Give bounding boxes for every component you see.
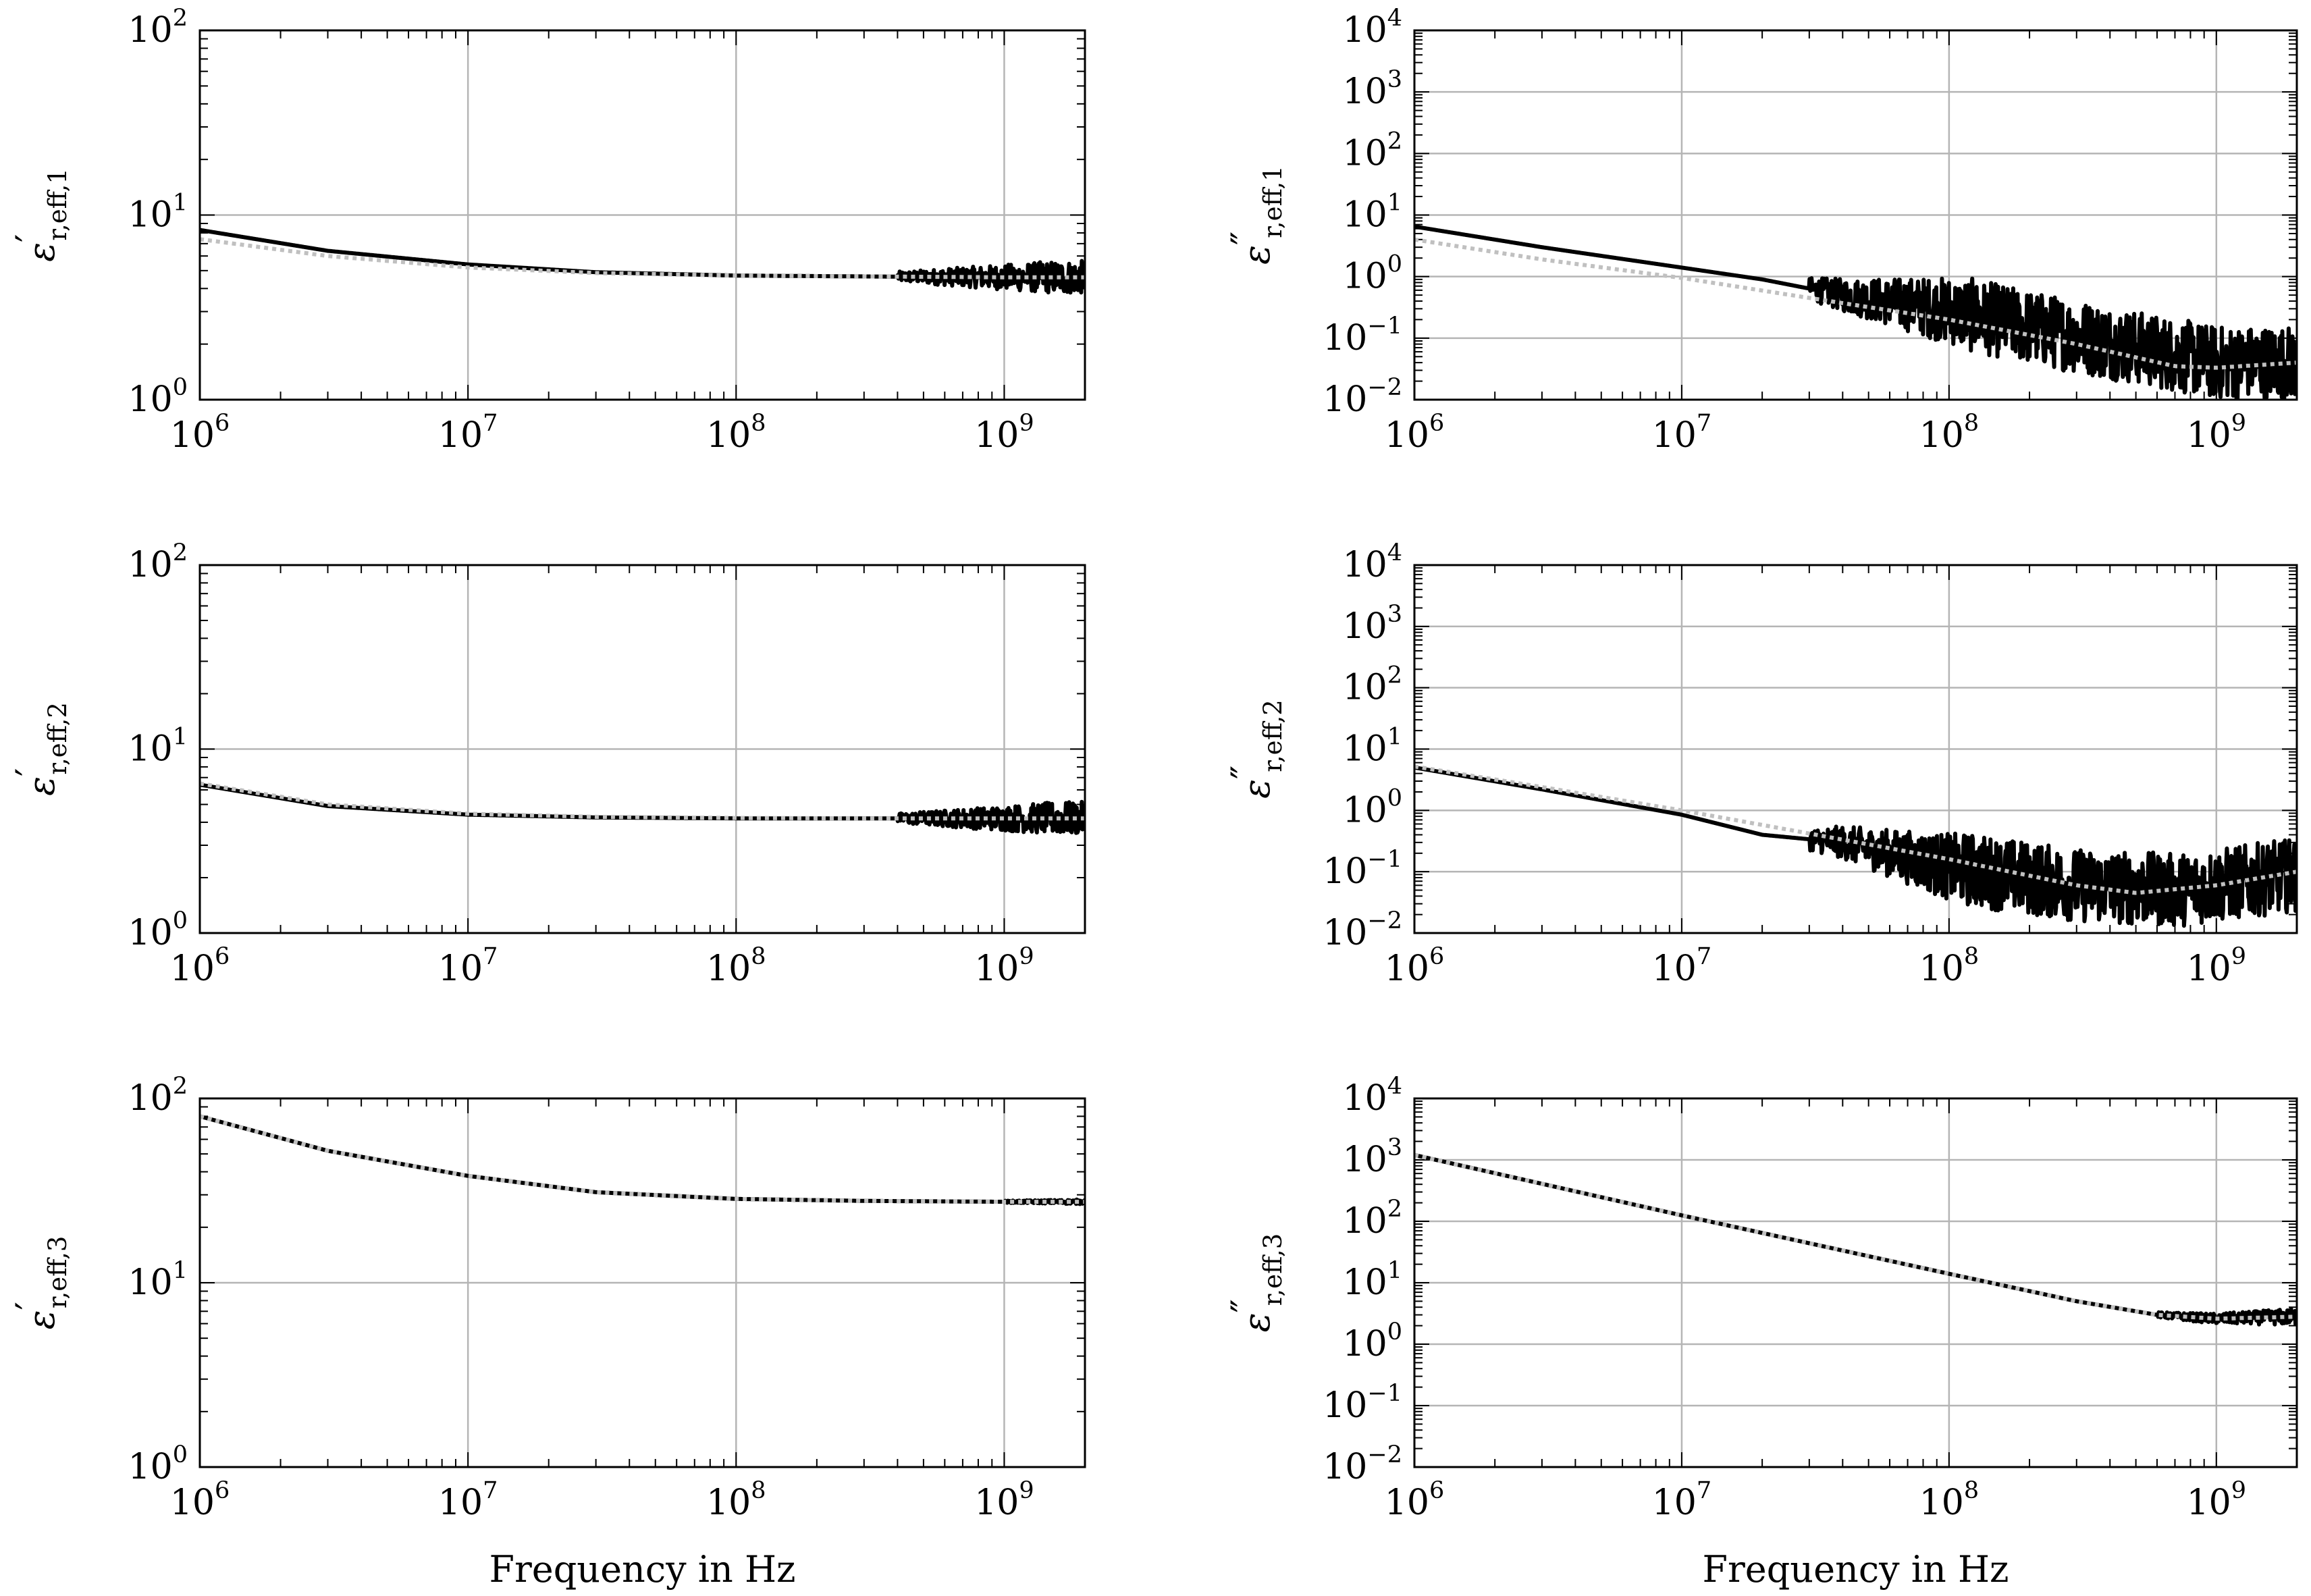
- x-tick-label: 108: [706, 1477, 766, 1523]
- fit-series-line: [1414, 1152, 2297, 1321]
- y-axis-label: ε′r,eff,1: [8, 168, 72, 262]
- chart-panel-re2: 106 107 108 109 100 101 102 ε′r,eff,2: [8, 539, 1086, 989]
- fit-series-line: [200, 1114, 1085, 1204]
- axes-frame: [198, 1097, 1086, 1468]
- y-axis-label: ε′r,eff,3: [8, 1236, 72, 1330]
- measured-series-line: [1414, 224, 2297, 400]
- x-tick-label: 109: [2187, 410, 2246, 456]
- y-tick-label: 100: [128, 1441, 188, 1487]
- x-tick-label: 106: [170, 410, 230, 456]
- y-tick-label: 101: [1343, 1257, 1402, 1303]
- measured-series-line: [1414, 1152, 2297, 1327]
- y-tick-label: 102: [1343, 662, 1402, 708]
- y-tick-label: 101: [1343, 190, 1402, 236]
- x-tick-label: 109: [2187, 1477, 2246, 1523]
- y-tick-label: 10−2: [1323, 1441, 1402, 1487]
- y-tick-label: 104: [1343, 539, 1402, 585]
- y-tick-label: 10−1: [1323, 1380, 1402, 1426]
- x-tick-label: 109: [974, 1477, 1034, 1523]
- chart-panel-im1: 106 107 108 109 10−2 10−1 100 101 102 103 104 ε″r,e…: [1223, 5, 2298, 456]
- y-tick-label: 104: [1343, 1073, 1402, 1119]
- y-axis-label: ε″r,eff,2: [1223, 699, 1287, 799]
- y-tick-label: 102: [1343, 128, 1402, 174]
- y-tick-label: 101: [128, 724, 188, 770]
- x-tick-label: 107: [1652, 943, 1711, 989]
- x-tick-label: 106: [1385, 1477, 1444, 1523]
- y-axis-label: ε′r,eff,2: [8, 702, 72, 796]
- y-tick-label: 100: [1343, 1319, 1402, 1364]
- chart-panel-re3: 106 107 108 109 100 101 102 ε′r,eff,3 Frequency …: [8, 1073, 1086, 1591]
- x-tick-label: 107: [1652, 1477, 1711, 1523]
- y-tick-label: 103: [1343, 1134, 1402, 1180]
- y-axis-label: ε″r,eff,1: [1223, 165, 1287, 265]
- x-tick-label: 109: [974, 943, 1034, 989]
- fit-series-line: [1414, 764, 2297, 895]
- x-tick-label: 108: [706, 410, 766, 456]
- measured-series-line: [200, 782, 1085, 835]
- fit-series-line: [200, 237, 1085, 280]
- y-tick-label: 100: [128, 374, 188, 420]
- y-tick-label: 10−1: [1323, 313, 1402, 358]
- x-tick-label: 109: [974, 410, 1034, 456]
- x-tick-label: 106: [1385, 410, 1444, 456]
- x-tick-label: 108: [1919, 410, 1979, 456]
- x-tick-label: 107: [438, 943, 498, 989]
- y-tick-label: 102: [128, 539, 188, 585]
- axes-frame: [1413, 1097, 2298, 1468]
- x-tick-label: 107: [438, 410, 498, 456]
- y-tick-label: 10−2: [1323, 374, 1402, 420]
- y-tick-label: 103: [1343, 66, 1402, 112]
- x-tick-label: 107: [438, 1477, 498, 1523]
- x-tick-label: 106: [170, 943, 230, 989]
- y-tick-label: 101: [1343, 724, 1402, 770]
- x-tick-label: 108: [1919, 1477, 1979, 1523]
- y-tick-label: 10−1: [1323, 846, 1402, 892]
- measured-series-line: [200, 1114, 1085, 1206]
- measured-series-line: [200, 228, 1085, 295]
- x-tick-label: 108: [1919, 943, 1979, 989]
- y-axis-label: ε″r,eff,3: [1223, 1233, 1287, 1333]
- x-tick-label: 107: [1652, 410, 1711, 456]
- x-tick-label: 109: [2187, 943, 2246, 989]
- y-tick-label: 104: [1343, 5, 1402, 51]
- x-tick-label: 106: [170, 1477, 230, 1523]
- measured-series-line: [1414, 765, 2297, 928]
- y-tick-label: 102: [128, 1073, 188, 1119]
- fit-series-line: [200, 781, 1085, 821]
- y-tick-label: 101: [128, 1257, 188, 1303]
- chart-panel-im2: 106 107 108 109 10−2 10−1 100 101 102 103 104 ε″r,e…: [1223, 539, 2298, 989]
- y-tick-label: 100: [1343, 251, 1402, 297]
- axes-frame: [198, 29, 1086, 401]
- x-tick-label: 108: [706, 943, 766, 989]
- fit-series-line: [1414, 237, 2297, 370]
- chart-panel-re1: 106 107 108 109 100 101 102 ε′r,eff,1: [8, 5, 1086, 456]
- axes-frame: [1413, 29, 2298, 401]
- x-axis-label: Frequency in Hz: [489, 1548, 796, 1591]
- y-tick-label: 102: [1343, 1196, 1402, 1242]
- chart-panel-im3: 106 107 108 109 10−2 10−1 100 101 102 103 104 ε″r,e…: [1223, 1073, 2298, 1591]
- axes-frame: [1413, 564, 2298, 934]
- y-tick-label: 101: [128, 190, 188, 236]
- y-tick-label: 10−2: [1323, 907, 1402, 953]
- x-axis-label: Frequency in Hz: [1703, 1548, 2009, 1591]
- x-tick-label: 106: [1385, 943, 1444, 989]
- y-tick-label: 100: [128, 907, 188, 953]
- y-tick-label: 103: [1343, 601, 1402, 647]
- y-tick-label: 102: [128, 5, 188, 51]
- y-tick-label: 100: [1343, 784, 1402, 830]
- axes-frame: [198, 564, 1086, 934]
